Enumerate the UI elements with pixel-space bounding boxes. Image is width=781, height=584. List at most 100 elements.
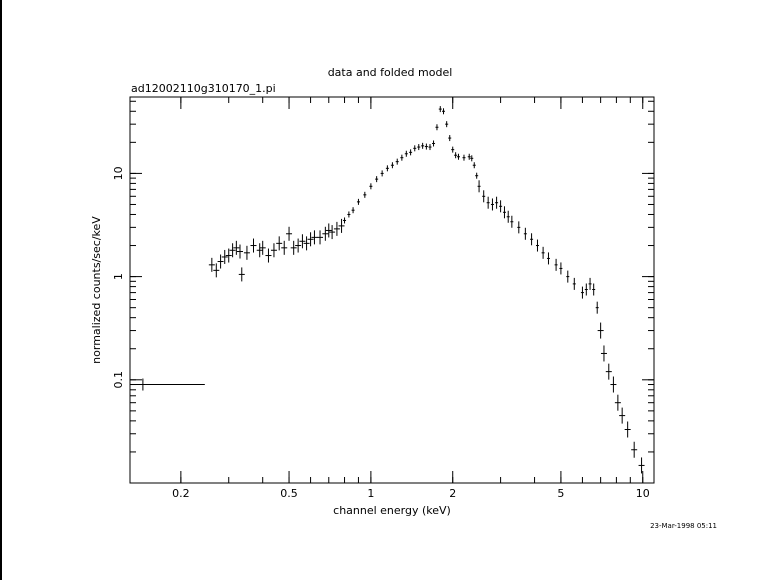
data-point <box>428 144 432 151</box>
data-point <box>265 248 272 263</box>
data-point <box>380 170 384 177</box>
data-point <box>523 227 527 240</box>
data-point <box>495 196 499 209</box>
data-point <box>580 286 584 299</box>
data-point <box>375 176 379 183</box>
data-points <box>130 106 645 474</box>
data-point <box>541 246 545 259</box>
axis-ticks <box>130 97 654 484</box>
data-point <box>400 154 404 161</box>
data-point <box>317 230 324 245</box>
data-point <box>130 378 205 391</box>
y-tick-label: 1 <box>112 273 125 280</box>
data-point <box>614 394 621 411</box>
data-point <box>250 238 257 253</box>
x-tick-label: 10 <box>636 487 650 500</box>
data-point <box>243 245 250 260</box>
data-point <box>624 421 631 438</box>
data-point <box>259 240 266 255</box>
data-point <box>462 154 466 161</box>
data-point <box>597 322 604 339</box>
data-point <box>610 376 617 393</box>
data-point <box>454 152 458 159</box>
data-point <box>395 158 399 165</box>
data-point <box>290 240 297 255</box>
data-point <box>213 263 220 278</box>
data-point <box>363 191 367 198</box>
data-point <box>451 146 455 153</box>
data-point <box>467 153 471 160</box>
data-point <box>347 211 351 218</box>
data-point <box>442 108 446 115</box>
data-point <box>559 262 563 275</box>
y-axis-label: normalized counts/sec/keV <box>90 216 103 364</box>
data-point <box>351 207 355 214</box>
data-point <box>233 240 240 255</box>
data-point <box>286 226 293 241</box>
data-point <box>482 190 486 203</box>
data-point <box>619 407 626 424</box>
data-point <box>554 258 558 271</box>
data-point <box>404 150 408 157</box>
data-point <box>470 155 474 162</box>
x-tick-label: 1 <box>367 487 374 500</box>
data-point <box>417 144 421 151</box>
data-point <box>448 135 452 142</box>
data-point <box>490 198 494 211</box>
plot-frame <box>129 96 655 484</box>
data-point <box>413 145 417 152</box>
data-point <box>530 233 534 246</box>
data-point <box>475 172 479 179</box>
data-point <box>435 124 439 131</box>
data-point <box>322 226 329 241</box>
data-point <box>595 301 599 314</box>
data-point <box>535 239 539 252</box>
data-point <box>502 206 506 219</box>
data-point <box>592 283 596 296</box>
data-point <box>299 234 306 249</box>
y-tick-label: 0.1 <box>112 371 125 389</box>
data-point <box>356 198 360 205</box>
x-axis-label: channel energy (keV) <box>333 504 451 517</box>
data-point <box>572 277 576 290</box>
data-point <box>303 236 310 251</box>
plot-timestamp: 23-Mar-1998 05:11 <box>650 522 717 530</box>
data-point <box>238 267 245 282</box>
data-point <box>600 345 607 362</box>
data-point <box>421 142 425 149</box>
chart-title: data and folded model <box>328 66 453 79</box>
data-point <box>343 217 347 224</box>
data-point <box>456 153 460 160</box>
data-point <box>424 143 428 150</box>
data-point <box>281 240 288 255</box>
data-point <box>517 221 521 234</box>
data-point <box>390 162 394 169</box>
x-tick-label: 0.5 <box>280 487 298 500</box>
y-tick-label: 10 <box>112 166 125 180</box>
window-border <box>0 0 2 580</box>
data-point <box>605 363 612 380</box>
x-tick-label: 0.2 <box>172 487 190 500</box>
x-tick-label: 5 <box>557 487 564 500</box>
chart-subtitle: ad12002110g310170_1.pi <box>131 82 276 95</box>
data-point <box>566 270 570 283</box>
x-tick-label: 2 <box>449 487 456 500</box>
data-point <box>638 457 645 474</box>
data-point <box>369 183 373 190</box>
data-point <box>409 149 413 156</box>
data-point <box>208 257 215 272</box>
data-point <box>584 283 588 296</box>
data-point <box>338 218 345 233</box>
data-point <box>329 225 336 240</box>
data-point <box>486 196 490 209</box>
data-point <box>225 248 232 263</box>
data-point <box>445 121 449 128</box>
data-point <box>325 223 332 238</box>
data-point <box>499 200 503 213</box>
data-point <box>221 249 228 264</box>
data-point <box>307 232 314 247</box>
data-point <box>631 441 638 458</box>
data-point <box>510 215 514 228</box>
